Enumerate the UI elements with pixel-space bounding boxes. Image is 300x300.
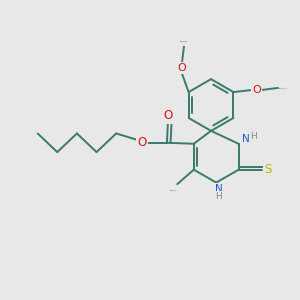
- Text: O: O: [137, 136, 147, 149]
- Text: H: H: [250, 131, 256, 140]
- Text: methyl_right: methyl_right: [279, 87, 287, 89]
- Text: S: S: [264, 163, 271, 176]
- Text: O: O: [252, 85, 261, 95]
- Text: methyl_top: methyl_top: [180, 40, 188, 42]
- Text: N: N: [215, 184, 223, 194]
- Text: O: O: [163, 110, 172, 122]
- Text: N: N: [242, 134, 250, 144]
- Text: methyl_c6: methyl_c6: [169, 189, 177, 191]
- Text: H: H: [215, 191, 222, 200]
- Text: O: O: [178, 63, 186, 73]
